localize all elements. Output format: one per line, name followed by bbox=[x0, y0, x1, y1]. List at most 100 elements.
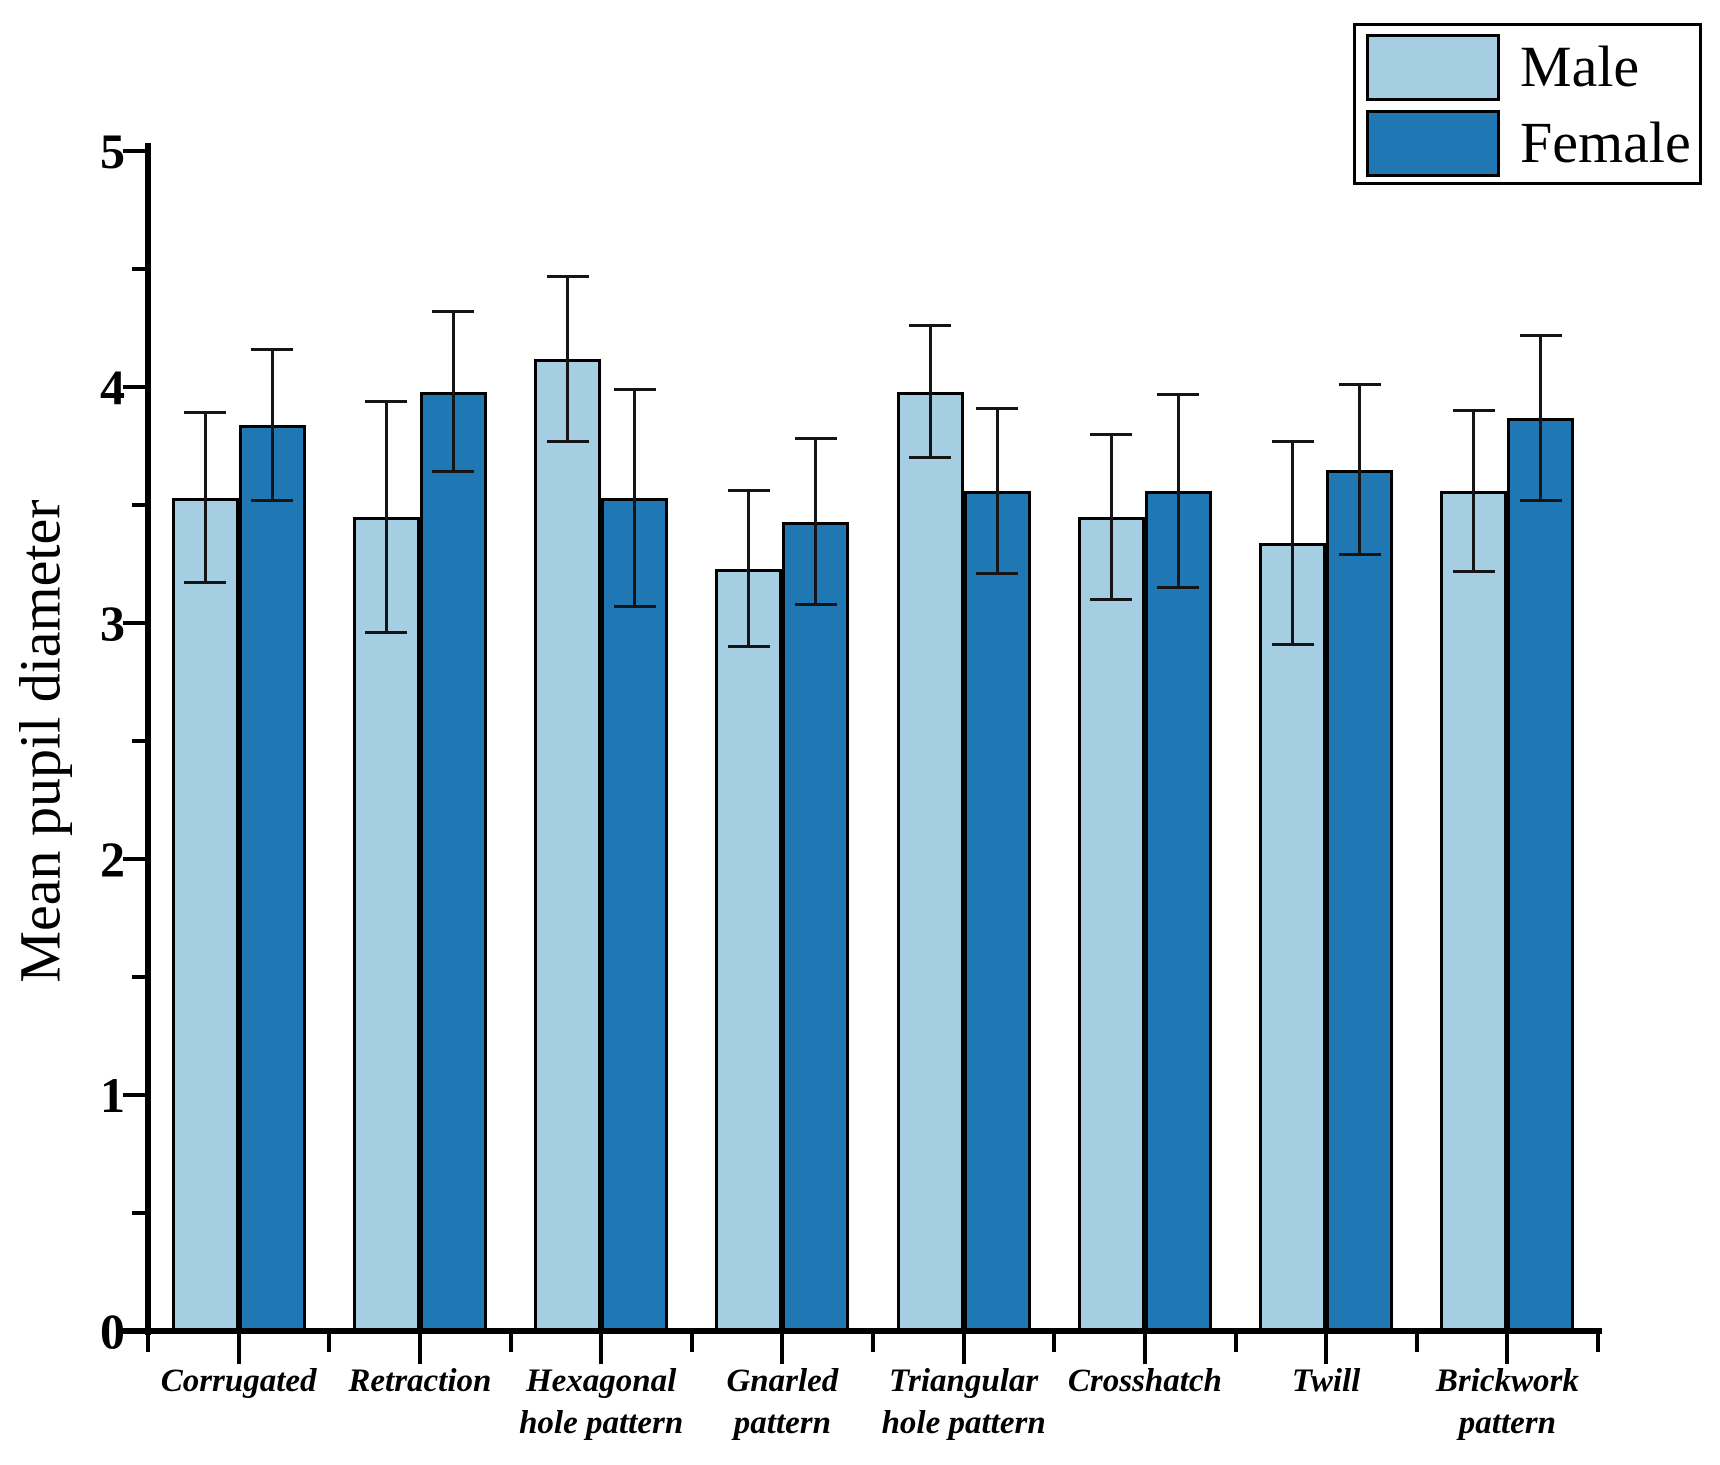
legend-item-male: Male bbox=[1366, 33, 1639, 101]
legend-label-female: Female bbox=[1520, 110, 1691, 175]
error-bar-cap-top bbox=[184, 411, 227, 415]
y-major-tick bbox=[123, 1329, 145, 1333]
error-bar-cap-top bbox=[1090, 432, 1133, 436]
error-bar-cap-bottom bbox=[1157, 586, 1200, 590]
category-label-line: Gnarled bbox=[726, 1363, 839, 1399]
bar-male-5 bbox=[1077, 516, 1145, 1331]
y-axis-line bbox=[145, 143, 151, 1335]
x-major-tick bbox=[417, 1334, 422, 1364]
error-bar-cap-top bbox=[909, 324, 952, 328]
error-bar-line bbox=[451, 311, 455, 472]
category-label-line: Triangular bbox=[889, 1363, 1039, 1399]
x-minor-tick bbox=[1414, 1334, 1419, 1352]
bar-male-6 bbox=[1259, 542, 1327, 1331]
error-bar-cap-bottom bbox=[1338, 553, 1381, 557]
error-bar-cap-top bbox=[1338, 383, 1381, 387]
category-label-line: Retraction bbox=[348, 1363, 492, 1399]
error-bar-cap-bottom bbox=[184, 581, 227, 585]
category-label-line: Crosshatch bbox=[1067, 1363, 1222, 1399]
error-bar-line bbox=[1109, 434, 1113, 600]
error-bar-line bbox=[384, 401, 388, 633]
category-label-line: Brickwork bbox=[1435, 1363, 1579, 1399]
error-bar-cap-bottom bbox=[365, 630, 408, 634]
bar-male-1 bbox=[352, 516, 420, 1331]
bar-male-3 bbox=[715, 568, 783, 1331]
bar-female-3 bbox=[782, 521, 850, 1331]
category-label-line: Corrugated bbox=[160, 1363, 317, 1399]
error-bar-line bbox=[633, 389, 637, 607]
error-bar-cap-bottom bbox=[909, 456, 952, 460]
error-bar-line bbox=[995, 408, 999, 574]
y-major-tick bbox=[123, 1093, 145, 1097]
y-minor-tick bbox=[132, 975, 145, 979]
y-minor-tick bbox=[132, 1211, 145, 1215]
x-minor-tick bbox=[327, 1334, 332, 1352]
category-label-6: Twill bbox=[1292, 1360, 1360, 1402]
y-major-tick bbox=[123, 385, 145, 389]
error-bar-cap-top bbox=[365, 399, 408, 403]
x-minor-tick bbox=[1233, 1334, 1238, 1352]
y-tick-label: 0 bbox=[100, 1303, 125, 1359]
error-bar-cap-top bbox=[432, 309, 475, 313]
bar-male-4 bbox=[896, 391, 964, 1331]
error-bar-cap-top bbox=[727, 489, 770, 493]
error-bar-cap-top bbox=[1157, 392, 1200, 396]
error-bar-cap-top bbox=[613, 387, 656, 391]
error-bar-cap-top bbox=[546, 274, 589, 278]
bar-female-6 bbox=[1326, 469, 1394, 1331]
y-tick-label: 4 bbox=[100, 359, 125, 415]
bar-female-1 bbox=[419, 391, 487, 1331]
y-axis-title: Mean pupil diameter bbox=[7, 499, 73, 983]
male-swatch bbox=[1366, 33, 1500, 101]
y-tick-label: 1 bbox=[100, 1067, 125, 1123]
error-bar-line bbox=[1358, 384, 1362, 555]
error-bar-cap-top bbox=[976, 406, 1019, 410]
error-bar-line bbox=[566, 276, 570, 442]
bar-male-7 bbox=[1440, 490, 1508, 1331]
error-bar-cap-top bbox=[1271, 439, 1314, 443]
bar-male-0 bbox=[171, 497, 239, 1331]
y-minor-tick bbox=[132, 267, 145, 271]
x-minor-tick bbox=[871, 1334, 875, 1352]
y-tick-label: 2 bbox=[100, 831, 125, 887]
x-major-tick bbox=[236, 1334, 241, 1364]
x-minor-tick bbox=[1596, 1334, 1600, 1352]
error-bar-cap-top bbox=[794, 437, 837, 441]
x-minor-tick bbox=[689, 1334, 694, 1352]
category-label-line: hole pattern bbox=[881, 1405, 1046, 1442]
x-major-tick bbox=[780, 1334, 785, 1364]
x-minor-tick bbox=[146, 1334, 150, 1352]
error-bar-line bbox=[1176, 394, 1180, 588]
bar-female-7 bbox=[1507, 417, 1575, 1331]
x-major-tick bbox=[599, 1334, 604, 1364]
category-label-0: Corrugated bbox=[161, 1360, 317, 1402]
bar-female-5 bbox=[1144, 490, 1212, 1331]
error-bar-cap-bottom bbox=[794, 602, 837, 606]
error-bar-line bbox=[928, 325, 932, 458]
y-tick-label: 5 bbox=[100, 123, 125, 179]
category-label-line: Hexagonal bbox=[525, 1363, 677, 1399]
y-tick-label: 3 bbox=[100, 595, 125, 651]
y-minor-tick bbox=[132, 739, 145, 743]
category-label-4: Triangular hole pattern bbox=[882, 1360, 1046, 1444]
x-major-tick bbox=[961, 1334, 966, 1364]
x-minor-tick bbox=[1052, 1334, 1057, 1352]
error-bar-cap-bottom bbox=[976, 571, 1019, 575]
category-label-3: Gnarled pattern bbox=[726, 1360, 838, 1444]
legend-item-female: Female bbox=[1366, 109, 1691, 177]
x-major-tick bbox=[1142, 1334, 1147, 1364]
error-bar-cap-bottom bbox=[1271, 642, 1314, 646]
error-bar-cap-bottom bbox=[613, 604, 656, 608]
error-bar-cap-bottom bbox=[546, 439, 589, 443]
legend-label-male: Male bbox=[1520, 34, 1640, 99]
y-minor-tick bbox=[132, 503, 145, 507]
error-bar-cap-top bbox=[251, 347, 294, 351]
x-major-tick bbox=[1324, 1334, 1329, 1364]
error-bar-cap-bottom bbox=[727, 645, 770, 649]
error-bar-line bbox=[1472, 410, 1476, 572]
bar-female-0 bbox=[238, 424, 306, 1331]
error-bar-cap-bottom bbox=[1519, 498, 1562, 502]
y-major-tick bbox=[123, 621, 145, 625]
category-label-line: hole pattern bbox=[519, 1405, 684, 1442]
